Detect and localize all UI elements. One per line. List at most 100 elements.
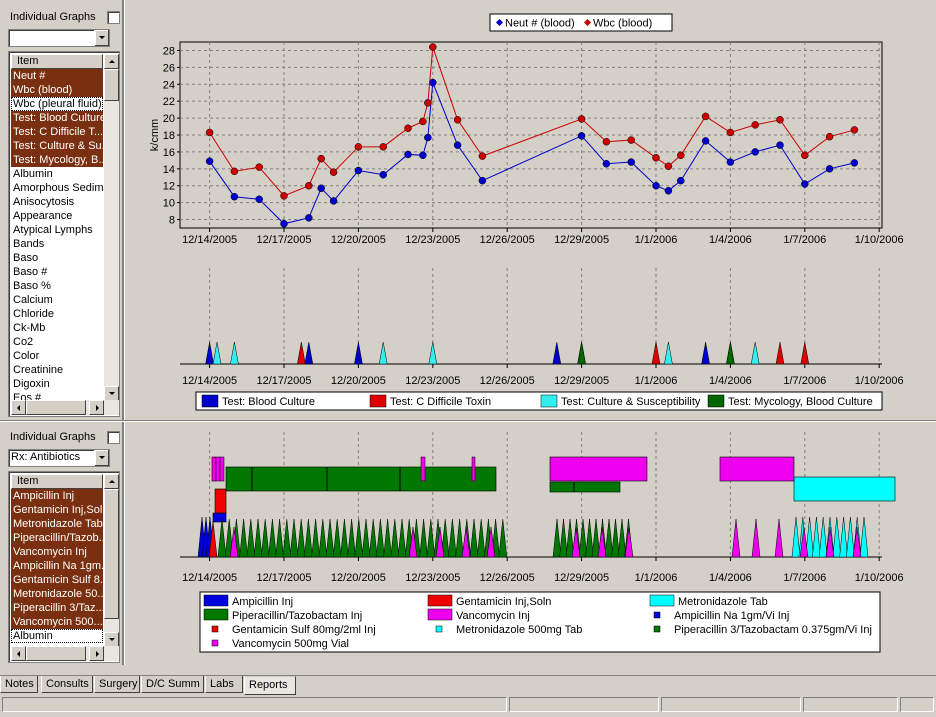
- scroll-right-icon[interactable]: [89, 646, 104, 661]
- rx-dose-marker[interactable]: [354, 518, 364, 558]
- rx-course-bar[interactable]: [219, 456, 225, 482]
- rx-dose-marker[interactable]: [347, 518, 356, 558]
- tab-notes[interactable]: Notes: [0, 676, 38, 693]
- lab-data-point[interactable]: [726, 158, 735, 166]
- rx-dose-marker[interactable]: [832, 516, 842, 558]
- top-list-horizontal-scrollbar[interactable]: [11, 400, 119, 415]
- lab-data-point[interactable]: [664, 162, 673, 171]
- test-event-marker[interactable]: [378, 341, 388, 365]
- test-event-marker[interactable]: [297, 341, 306, 365]
- list-item[interactable]: Test: Mycology, B...: [11, 153, 103, 167]
- rx-dose-marker[interactable]: [552, 518, 562, 558]
- test-event-marker[interactable]: [701, 341, 710, 365]
- lab-data-point[interactable]: [429, 43, 437, 51]
- list-item[interactable]: Digoxin: [13, 378, 50, 390]
- scroll-up-icon[interactable]: [104, 54, 119, 69]
- lab-data-point[interactable]: [825, 165, 834, 173]
- top-item-list[interactable]: Item Neut # Wbc (blood) Wbc (pleural fluid…: [8, 51, 120, 417]
- lab-data-point[interactable]: [424, 99, 432, 107]
- list-item[interactable]: Albumin: [11, 629, 103, 643]
- rx-dose-marker[interactable]: [461, 526, 471, 558]
- test-event-marker[interactable]: [664, 341, 673, 365]
- lab-data-point[interactable]: [419, 151, 427, 160]
- lab-data-point[interactable]: [205, 157, 214, 165]
- list-item[interactable]: Vancomycin Inj: [11, 545, 103, 559]
- rx-dose-marker[interactable]: [239, 518, 248, 558]
- lab-data-point[interactable]: [602, 138, 611, 146]
- rx-dose-marker[interactable]: [559, 518, 568, 558]
- rx-dose-marker[interactable]: [469, 518, 479, 558]
- bottom-category-select[interactable]: Rx: Antibiotics: [8, 449, 110, 467]
- rx-dose-marker[interactable]: [604, 518, 614, 558]
- rx-dose-marker[interactable]: [217, 518, 227, 558]
- rx-course-bar[interactable]: [225, 466, 497, 492]
- rx-dose-marker[interactable]: [435, 526, 445, 558]
- test-event-marker[interactable]: [577, 341, 586, 365]
- scroll-up-icon[interactable]: [104, 474, 119, 489]
- lab-data-point[interactable]: [478, 176, 487, 185]
- list-item[interactable]: Creatinine: [13, 364, 64, 376]
- scroll-left-icon[interactable]: [11, 646, 26, 661]
- rx-dose-marker[interactable]: [229, 526, 239, 558]
- lab-data-point[interactable]: [354, 143, 363, 151]
- bottom-item-list-header[interactable]: Item: [11, 474, 103, 489]
- lab-data-point[interactable]: [317, 154, 325, 163]
- lab-data-point[interactable]: [230, 167, 239, 176]
- rx-course-bar[interactable]: [420, 456, 426, 482]
- bottom-list-vertical-scrollbar[interactable]: [104, 474, 119, 647]
- rx-dose-marker[interactable]: [812, 516, 821, 558]
- list-item[interactable]: Baso %: [13, 280, 51, 292]
- lab-data-point[interactable]: [677, 151, 685, 160]
- lab-data-point[interactable]: [255, 163, 263, 171]
- hscroll-thumb[interactable]: [26, 400, 86, 415]
- test-event-marker[interactable]: [205, 341, 214, 365]
- lab-data-point[interactable]: [602, 159, 611, 168]
- rx-dose-marker[interactable]: [419, 518, 428, 558]
- panel-splitter-horizontal[interactable]: [0, 420, 936, 422]
- rx-dose-marker[interactable]: [325, 518, 335, 558]
- lab-data-point[interactable]: [776, 141, 784, 149]
- top-category-select[interactable]: [8, 29, 110, 47]
- rx-dose-marker[interactable]: [376, 518, 385, 558]
- lab-data-point[interactable]: [627, 136, 635, 144]
- scroll-thumb[interactable]: [104, 69, 119, 101]
- tab-d-c-summ[interactable]: D/C Summ: [141, 676, 204, 693]
- tab-labs[interactable]: Labs: [205, 676, 243, 693]
- top-individual-graphs-checkbox[interactable]: [107, 11, 120, 24]
- lab-data-point[interactable]: [329, 197, 338, 205]
- scroll-down-icon[interactable]: [104, 632, 119, 647]
- lab-data-point[interactable]: [305, 214, 313, 222]
- rx-dose-marker[interactable]: [311, 518, 320, 558]
- tab-surgery[interactable]: Surgery: [94, 676, 140, 693]
- rx-dose-marker[interactable]: [731, 518, 741, 558]
- rx-dose-marker[interactable]: [617, 518, 627, 558]
- lab-data-point[interactable]: [230, 192, 239, 201]
- lab-data-point[interactable]: [652, 154, 660, 162]
- rx-dose-marker[interactable]: [361, 518, 371, 558]
- rx-dose-marker[interactable]: [476, 518, 486, 558]
- rx-dose-marker[interactable]: [383, 518, 392, 558]
- lab-data-point[interactable]: [850, 126, 859, 134]
- lab-data-point[interactable]: [255, 195, 263, 204]
- lab-data-point[interactable]: [825, 132, 834, 141]
- list-item[interactable]: Gentamicin Sulf 8...: [11, 573, 103, 587]
- rx-dose-marker[interactable]: [332, 518, 342, 558]
- lab-data-point[interactable]: [404, 124, 412, 132]
- rx-dose-marker[interactable]: [565, 518, 575, 558]
- rx-dose-marker[interactable]: [390, 518, 400, 558]
- list-item[interactable]: Bands: [13, 238, 45, 250]
- list-item[interactable]: Baso: [13, 252, 39, 264]
- test-event-marker[interactable]: [212, 341, 222, 365]
- lab-data-point[interactable]: [453, 116, 462, 124]
- rx-dose-marker[interactable]: [268, 518, 277, 558]
- rx-course-bar[interactable]: [549, 481, 621, 493]
- rx-dose-marker[interactable]: [571, 526, 581, 558]
- list-item[interactable]: Ck-Mb: [13, 322, 46, 334]
- lab-data-point[interactable]: [424, 133, 432, 142]
- tab-consults[interactable]: Consults: [41, 676, 93, 693]
- scroll-left-icon[interactable]: [11, 400, 26, 415]
- lab-data-point[interactable]: [726, 128, 735, 137]
- rx-course-bar[interactable]: [471, 456, 476, 482]
- test-event-marker[interactable]: [428, 341, 438, 365]
- rx-dose-marker[interactable]: [591, 518, 601, 558]
